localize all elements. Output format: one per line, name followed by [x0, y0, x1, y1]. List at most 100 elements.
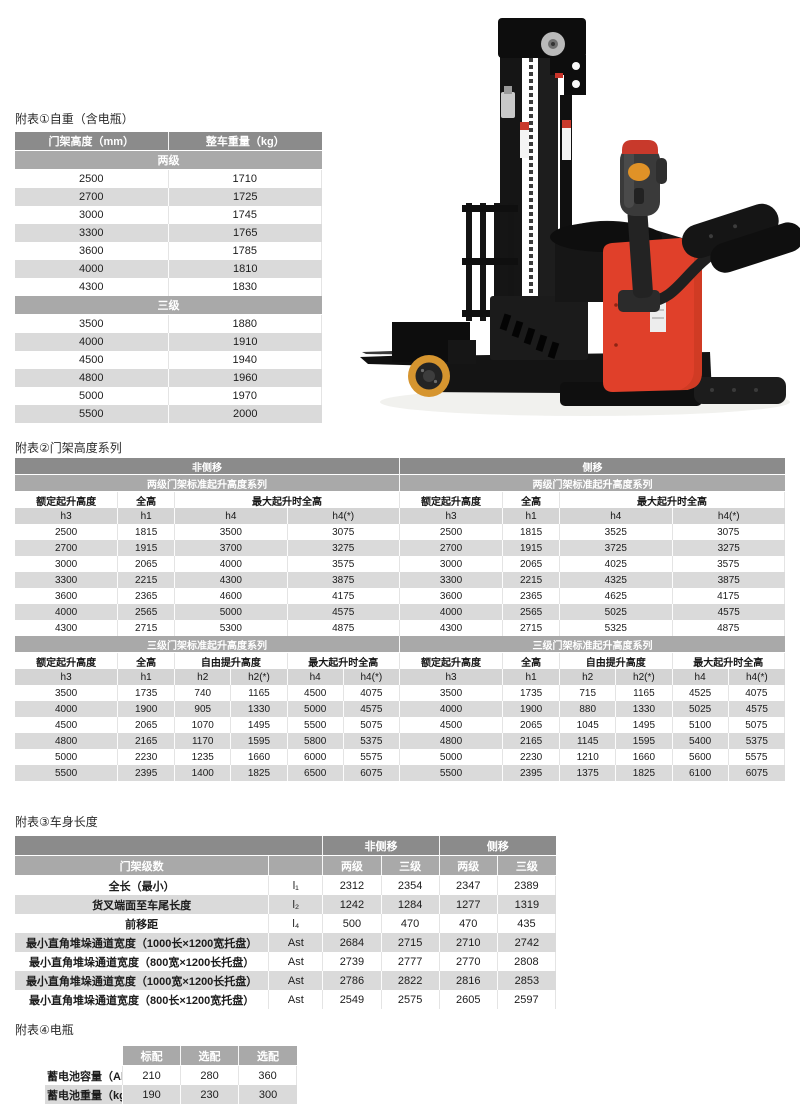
table-row: 5500 2395 1400 1825 6500 6075 5500 2395 1375 1825…	[15, 765, 785, 781]
table-cell: 4000	[399, 604, 504, 620]
table-cell: 全长（最小）	[15, 876, 270, 895]
table-cell: 3575	[287, 556, 400, 572]
table-cell: 1330	[616, 701, 673, 717]
table-cell: 1915	[118, 540, 176, 556]
table-cell: Ast	[269, 952, 324, 971]
table-cell: 4300	[399, 620, 504, 636]
table-mast-height-series: 非侧移 侧移 两级门架标准起升高度系列 两级门架标准起升高度系列 额定起升高度 全高 最大起…	[15, 458, 785, 781]
table-cell: 1284	[381, 895, 440, 914]
table-cell: 2395	[118, 765, 176, 781]
table-cell: 最小直角堆垛通道宽度（800长×1200宽托盘）	[15, 990, 270, 1009]
table-cell: 全高	[503, 492, 561, 508]
table-cell: 2700	[15, 540, 119, 556]
table-cell: 5075	[728, 717, 785, 733]
table-cell: 1595	[616, 733, 673, 749]
table-cell: 5500	[15, 765, 119, 781]
table-cell: 1070	[175, 717, 232, 733]
table-cell: 4175	[287, 588, 400, 604]
table-cell: 2065	[118, 556, 176, 572]
table-row: 4000 1900 905 1330 5000 4575 4000 1900 880 1330 50…	[15, 701, 785, 717]
table1-title: 附表①自重（含电瓶）	[15, 112, 134, 126]
table-self-weight: 门架高度（mm） 整车重量（kg） 两级 2500 1710 2700 1725 3000 17…	[15, 132, 322, 423]
table-row: 4500 2065 1070 1495 5500 5075 4500 2065 1045 1495…	[15, 717, 785, 733]
table-cell: 470	[439, 914, 498, 933]
table-cell: 自由提升高度	[560, 653, 673, 669]
table-cell: 选配	[239, 1046, 297, 1066]
table-cell: 2065	[503, 556, 561, 572]
table-cell: 2715	[118, 620, 176, 636]
table-cell: 3500	[15, 685, 119, 701]
table-cell: 选配	[181, 1046, 240, 1066]
table-cell: 3600	[15, 588, 119, 604]
table-cell: 1045	[560, 717, 617, 733]
table-row: 额定起升高度 全高 最大起升时全高 额定起升高度 全高 最大起升时全高	[15, 492, 785, 508]
table-cell: h4	[287, 669, 344, 685]
table2-title: 附表②门架高度系列	[15, 441, 122, 455]
table-cell: 4800	[399, 733, 504, 749]
table-cell: h4	[175, 508, 288, 524]
table-cell: 2165	[118, 733, 176, 749]
table-cell: 3075	[672, 524, 785, 540]
table-cell: 4175	[672, 588, 785, 604]
table-cell: 1880	[168, 315, 322, 333]
table-row: 三级	[15, 296, 322, 315]
table-cell	[15, 836, 324, 856]
table-cell: 2389	[497, 876, 556, 895]
table-cell: h1	[503, 669, 561, 685]
table-cell: h4(*)	[672, 508, 785, 524]
table-cell: 1235	[175, 749, 232, 765]
table-cell: 4500	[15, 717, 119, 733]
table-cell: 6100	[672, 765, 729, 781]
table-row: 门架高度（mm） 整车重量（kg）	[15, 132, 322, 151]
table-cell: 三级门架标准起升高度系列	[399, 636, 785, 653]
table-cell: 6500	[287, 765, 344, 781]
table-cell: 5500	[15, 405, 169, 423]
table-cell: 4575	[672, 604, 785, 620]
table-cell: 1710	[168, 170, 322, 188]
table-cell: 5500	[287, 717, 344, 733]
table-cell: 1595	[231, 733, 288, 749]
table-body-length: 非侧移 侧移 门架级数 两级 三级 两级 三级 全长（最小） l₁ 2312 2354 2347 238…	[15, 836, 556, 1009]
table-cell: 自由提升高度	[175, 653, 288, 669]
table-cell: 5325	[560, 620, 673, 636]
table-cell: 1815	[503, 524, 561, 540]
table-cell: 4300	[15, 278, 169, 296]
table-cell: 5400	[672, 733, 729, 749]
table-cell: 905	[175, 701, 232, 717]
table-cell: 5375	[728, 733, 785, 749]
table-cell	[269, 856, 324, 876]
table-cell: 4000	[399, 701, 504, 717]
table-cell: 6000	[287, 749, 344, 765]
table-cell: 3275	[672, 540, 785, 556]
table-cell: 1910	[168, 333, 322, 351]
table-cell: 715	[560, 685, 617, 701]
table-cell: 5800	[287, 733, 344, 749]
table-row: 3600 2365 4600 4175 3600 2365 4625 4175	[15, 588, 785, 604]
table-cell: 5500	[399, 765, 504, 781]
table-cell: 4875	[672, 620, 785, 636]
table-cell: 2347	[439, 876, 498, 895]
table-cell	[45, 1046, 124, 1066]
table-cell: 1735	[503, 685, 561, 701]
table-row: 三级门架标准起升高度系列 三级门架标准起升高度系列	[15, 636, 785, 653]
table-cell: 前移距	[15, 914, 270, 933]
table-cell: 货叉端面至车尾长度	[15, 895, 270, 914]
table-row: 非侧移 侧移	[15, 458, 785, 475]
table-cell: 4800	[15, 369, 169, 387]
table-cell: 额定起升高度	[15, 492, 119, 508]
table-cell: 5000	[15, 387, 169, 405]
table-cell: 1170	[175, 733, 232, 749]
table-cell: 1810	[168, 260, 322, 278]
table-cell: 门架高度（mm）	[15, 132, 169, 151]
table-cell: 2808	[497, 952, 556, 971]
product-photo	[350, 0, 800, 440]
table-cell: 2312	[323, 876, 382, 895]
table-row: 最小直角堆垛通道宽度（800长×1200宽托盘） Ast 2549 2575 2605 2…	[15, 990, 556, 1009]
table-cell: 2500	[15, 524, 119, 540]
table-cell: 2215	[503, 572, 561, 588]
table-cell: 4600	[175, 588, 288, 604]
table-row: 标配 选配 选配	[45, 1046, 297, 1066]
table-cell: 两级	[15, 151, 322, 170]
table-cell: 5000	[15, 749, 119, 765]
